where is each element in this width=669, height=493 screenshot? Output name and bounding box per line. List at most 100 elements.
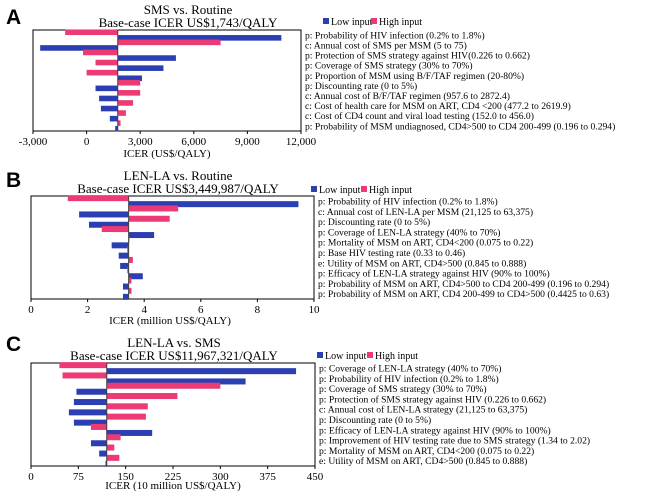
high-input-bar bbox=[117, 120, 121, 126]
high-input-bar bbox=[106, 393, 178, 400]
panel-c-x-axis-label: ICER (10 million US$/QALY) bbox=[105, 480, 241, 492]
parameter-label: e: Utility of MSM on ART, CD4>500 (0.845… bbox=[318, 258, 526, 269]
low-input-bar bbox=[117, 65, 164, 71]
high-input-bar bbox=[106, 434, 121, 441]
low-input-bar bbox=[100, 105, 118, 112]
high-input-bar bbox=[117, 90, 141, 96]
high-input-bar bbox=[117, 79, 141, 86]
panel-a-subtitle: Base-case ICER US$1,743/QALY bbox=[99, 15, 278, 30]
low-input-bar bbox=[95, 85, 118, 92]
panel-b-x-axis: 0 2 4 6 8 10 bbox=[28, 299, 320, 316]
low-input-bar bbox=[117, 55, 176, 61]
high-input-bar bbox=[127, 267, 129, 274]
panel-b-title: LEN-LA vs. Routine bbox=[124, 168, 233, 183]
high-input-bar bbox=[117, 110, 126, 116]
parameter-label: p: Discounting rate (0 to 5%) bbox=[305, 81, 417, 92]
legend-swatch-high bbox=[367, 352, 373, 358]
high-input-bar bbox=[117, 100, 134, 106]
legend-swatch-low bbox=[323, 18, 329, 24]
high-input-bar bbox=[117, 39, 221, 46]
low-input-bar bbox=[117, 75, 142, 82]
panel-b: B LEN-LA vs. Routine Base-case ICER US$3… bbox=[6, 168, 609, 327]
low-input-bar bbox=[128, 273, 143, 280]
low-input-bar bbox=[40, 45, 118, 51]
high-input-bar bbox=[106, 382, 221, 389]
parameter-label: p: Probability of HIV infection (0.2% to… bbox=[305, 30, 485, 41]
parameter-label: e: Utility of MSM on ART, CD4>500 (0.845… bbox=[319, 456, 527, 467]
panel-a-plot-frame bbox=[32, 29, 302, 132]
x-tick-label: 4 bbox=[141, 304, 147, 316]
x-tick-label: 10 bbox=[309, 304, 321, 316]
high-input-bar bbox=[90, 423, 107, 430]
panel-a-x-axis: -3,000 0 3,000 6,000 9,000 12,000 bbox=[19, 131, 317, 148]
low-input-bar bbox=[122, 293, 129, 300]
parameter-label: p: Discounting rate (0 to 5%) bbox=[319, 415, 431, 426]
high-input-bar bbox=[62, 372, 107, 379]
panel-c-title: LEN-LA vs. SMS bbox=[127, 335, 221, 350]
low-input-bar bbox=[99, 450, 107, 457]
parameter-label: c: Annual cost of SMS per MSM (5 to 75) bbox=[305, 40, 467, 51]
low-input-bar bbox=[115, 125, 118, 132]
low-input-bar bbox=[118, 252, 129, 259]
parameter-label: c: Cost of CD4 count and viral load test… bbox=[305, 111, 534, 122]
x-tick-label: 0 bbox=[28, 471, 34, 483]
low-input-bar bbox=[79, 211, 129, 218]
high-input-bar bbox=[128, 215, 170, 222]
low-input-bar bbox=[89, 221, 129, 228]
panel-b-parameter-labels: p: Probability of HIV infection (0.2% to… bbox=[318, 196, 609, 300]
legend-label-high: High input bbox=[379, 17, 422, 28]
legend-label-low: Low input bbox=[325, 351, 367, 362]
low-input-bar bbox=[99, 95, 118, 102]
parameter-label: p: Base HIV testing rate (0.33 to 0.46) bbox=[318, 248, 465, 259]
x-tick-label: 3,000 bbox=[128, 136, 153, 148]
x-tick-label: 375 bbox=[259, 471, 276, 483]
x-tick-label: -3,000 bbox=[19, 136, 48, 148]
parameter-label: p: Improvement of HIV testing rate due t… bbox=[319, 436, 590, 447]
panel-b-x-axis-label: ICER (million US$/QALY) bbox=[109, 315, 231, 327]
low-input-bar bbox=[128, 201, 299, 208]
parameter-label: p: Mortality of MSM on ART, CD4<200 (0.0… bbox=[319, 446, 534, 457]
x-tick-label: 6 bbox=[198, 304, 204, 316]
low-input-bar bbox=[106, 429, 153, 436]
x-tick-label: 0 bbox=[84, 136, 90, 148]
low-input-bar bbox=[106, 378, 246, 385]
parameter-label: p: Mortality of MSM on ART, CD4<200 (0.0… bbox=[318, 238, 533, 249]
high-input-bar bbox=[101, 226, 129, 233]
x-tick-label: 300 bbox=[212, 471, 229, 483]
x-tick-label: 450 bbox=[307, 471, 324, 483]
low-input-bar bbox=[117, 35, 282, 41]
parameter-label: p: Efficacy of LEN-LA strategy against H… bbox=[318, 269, 550, 280]
high-input-bar bbox=[106, 454, 120, 461]
parameter-label: p: Probability of HIV infection (0.2% to… bbox=[319, 374, 499, 385]
parameter-label: p: Coverage of LEN-LA strategy (40% to 7… bbox=[318, 227, 501, 238]
low-input-bar bbox=[120, 262, 129, 269]
panel-b-bars bbox=[67, 195, 299, 300]
high-input-bar bbox=[128, 205, 179, 212]
parameter-label: c: Annual cost of LEN-LA strategy (21,12… bbox=[319, 405, 527, 416]
high-input-bar bbox=[106, 413, 146, 420]
panel-a: A SMS vs. Routine Base-case ICER US$1,74… bbox=[6, 2, 615, 160]
legend-label-high: High input bbox=[369, 185, 412, 196]
panel-a-x-axis-label: ICER (US$/QALY) bbox=[123, 148, 211, 160]
parameter-label: p: Proportion of MSM using B/F/TAF regim… bbox=[305, 71, 524, 82]
low-input-bar bbox=[109, 115, 118, 122]
panel-c-subtitle: Base-case ICER US$11,967,321/QALY bbox=[70, 348, 278, 363]
panel-a-bars bbox=[40, 29, 282, 132]
legend-label-high: High input bbox=[375, 351, 418, 362]
high-input-bar bbox=[95, 59, 118, 66]
panel-b-subtitle: Base-case ICER US$3,449,987/QALY bbox=[77, 181, 279, 196]
x-tick-label: 75 bbox=[73, 471, 85, 483]
low-input-bar bbox=[90, 440, 107, 447]
high-input-bar bbox=[127, 246, 129, 253]
panel-b-legend: Low input High input bbox=[311, 185, 412, 196]
parameter-label: p: Efficacy of LEN-LA strategy against H… bbox=[319, 425, 551, 436]
x-tick-label: 2 bbox=[85, 304, 91, 316]
x-tick-label: 12,000 bbox=[286, 136, 317, 148]
x-tick-label: 225 bbox=[165, 471, 182, 483]
high-input-bar bbox=[65, 29, 118, 36]
high-input-bar bbox=[106, 403, 148, 410]
low-input-bar bbox=[122, 283, 129, 290]
panel-c-parameter-labels: p: Coverage of LEN-LA strategy (40% to 7… bbox=[319, 363, 590, 467]
parameter-label: p: Probability of MSM undiagnosed, CD4>5… bbox=[305, 121, 615, 132]
